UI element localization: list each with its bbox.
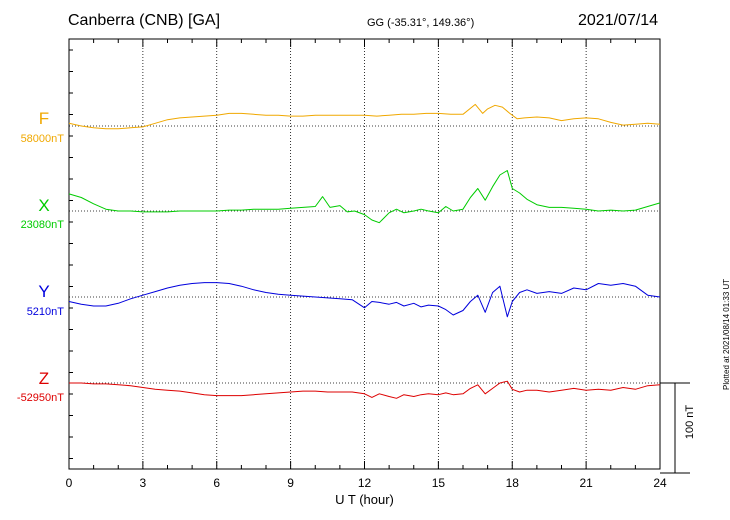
plot-date: 2021/07/14 [578,12,659,29]
series-line-z [69,380,661,399]
x-tick-label: 6 [213,476,220,490]
scale-bar [660,382,690,474]
scale-bar-label: 100 nT [684,404,696,440]
plot-frame [68,38,661,470]
series-name-z: Z [39,369,49,388]
x-tick-label: 15 [432,476,446,490]
x-tick-label: 12 [358,476,372,490]
x-tick-label: 24 [653,476,667,490]
plotted-timestamp: Plotted at 2021/08/14 01:33 UT [722,278,730,390]
x-tick-label: 21 [579,476,593,490]
x-tick-label: 18 [506,476,520,490]
series-group [68,103,661,399]
grid [69,39,660,469]
plot-border [68,38,661,470]
x-axis-label: U T (hour) [335,492,394,507]
series-labels: F 58000nT X 23080nT Y 5210nT Z -52950nT [17,109,64,404]
station-coordinates: GG (-35.31°, 149.36°) [367,17,475,29]
series-line-x [68,170,661,224]
series-name-y: Y [38,282,49,301]
x-tick-label: 3 [140,476,147,490]
series-line-f [68,103,661,130]
station-title: Canberra (CNB) [GA] [68,12,221,29]
series-line-y [68,282,661,318]
x-tick-label: 9 [287,476,294,490]
series-name-x: X [38,196,49,215]
series-baseline-z: -52950nT [17,392,64,404]
x-tick-label: 0 [66,476,73,490]
series-baseline-y: 5210nT [27,306,65,318]
series-baseline-x: 23080nT [21,219,65,231]
series-name-f: F [39,109,49,128]
axis-ticks: 0 3 6 9 12 15 18 21 24 U T (hour) [66,39,667,507]
series-baseline-f: 58000nT [21,133,65,145]
